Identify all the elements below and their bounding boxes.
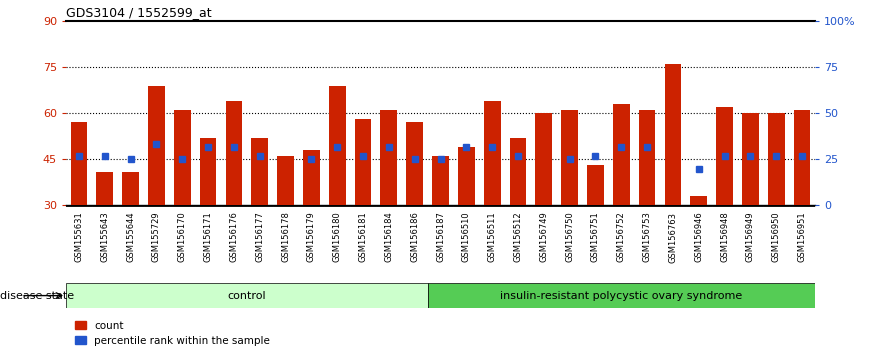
Bar: [587, 165, 603, 205]
Text: GSM156951: GSM156951: [797, 212, 806, 262]
Bar: [536, 113, 552, 205]
Bar: [96, 172, 113, 205]
Bar: [381, 110, 397, 205]
Text: GSM155643: GSM155643: [100, 212, 109, 262]
Bar: [329, 86, 345, 205]
Bar: [458, 147, 475, 205]
Bar: [355, 119, 372, 205]
Text: GSM156948: GSM156948: [720, 212, 729, 262]
Text: GSM156510: GSM156510: [462, 212, 470, 262]
Text: GSM156751: GSM156751: [591, 212, 600, 262]
Text: GSM156179: GSM156179: [307, 212, 316, 262]
Text: GSM156749: GSM156749: [539, 212, 548, 262]
Bar: [613, 104, 630, 205]
Text: GSM156180: GSM156180: [333, 212, 342, 262]
Text: GSM156949: GSM156949: [746, 212, 755, 262]
Text: GSM156950: GSM156950: [772, 212, 781, 262]
Text: GSM156171: GSM156171: [204, 212, 212, 262]
Bar: [664, 64, 681, 205]
Text: GSM156763: GSM156763: [669, 212, 677, 263]
Bar: [406, 122, 423, 205]
Text: insulin-resistant polycystic ovary syndrome: insulin-resistant polycystic ovary syndr…: [500, 291, 743, 301]
Bar: [226, 101, 242, 205]
Text: GSM155729: GSM155729: [152, 212, 161, 262]
Text: GSM156177: GSM156177: [255, 212, 264, 262]
Text: disease state: disease state: [0, 291, 74, 301]
Bar: [484, 101, 500, 205]
Bar: [561, 110, 578, 205]
Text: GSM156176: GSM156176: [229, 212, 239, 262]
Text: control: control: [227, 291, 266, 301]
Bar: [174, 110, 190, 205]
Text: GSM156181: GSM156181: [359, 212, 367, 262]
Bar: [768, 113, 785, 205]
Bar: [742, 113, 759, 205]
Bar: [70, 122, 87, 205]
Text: GSM155631: GSM155631: [75, 212, 84, 262]
Text: GDS3104 / 1552599_at: GDS3104 / 1552599_at: [66, 6, 211, 19]
Text: GSM156187: GSM156187: [436, 212, 445, 262]
Text: GSM156186: GSM156186: [411, 212, 419, 262]
Bar: [509, 138, 526, 205]
Text: GSM155644: GSM155644: [126, 212, 135, 262]
Bar: [716, 107, 733, 205]
Text: GSM156753: GSM156753: [642, 212, 652, 262]
Text: GSM156946: GSM156946: [694, 212, 703, 262]
Bar: [639, 110, 655, 205]
Bar: [427, 283, 815, 308]
Bar: [200, 138, 217, 205]
Bar: [794, 110, 811, 205]
Text: GSM156750: GSM156750: [565, 212, 574, 262]
Bar: [691, 196, 707, 205]
Text: GSM156511: GSM156511: [488, 212, 497, 262]
Bar: [303, 150, 320, 205]
Legend: count, percentile rank within the sample: count, percentile rank within the sample: [71, 317, 274, 350]
Text: GSM156512: GSM156512: [514, 212, 522, 262]
Bar: [148, 86, 165, 205]
Bar: [432, 156, 449, 205]
Text: GSM156178: GSM156178: [281, 212, 290, 262]
Bar: [66, 283, 427, 308]
Text: GSM156170: GSM156170: [178, 212, 187, 262]
Text: GSM156752: GSM156752: [617, 212, 626, 262]
Text: GSM156184: GSM156184: [384, 212, 393, 262]
Bar: [251, 138, 268, 205]
Bar: [122, 172, 139, 205]
Bar: [278, 156, 294, 205]
